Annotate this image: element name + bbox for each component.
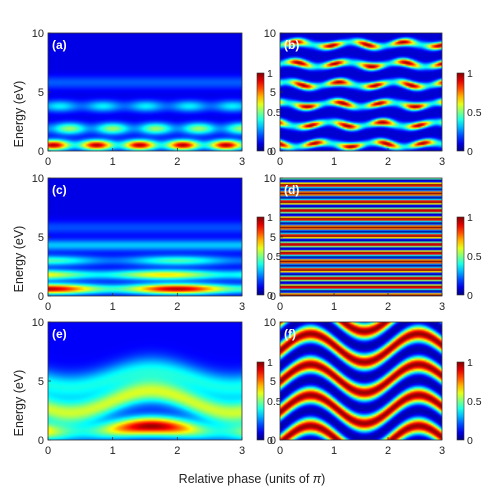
- x-tick-label: 0: [277, 445, 283, 457]
- x-tick-label: 0: [45, 156, 51, 168]
- x-tick-label: 3: [439, 445, 445, 457]
- x-tick-label: 2: [385, 156, 391, 168]
- heatmap-image: [48, 178, 242, 296]
- x-tick-label: 0: [277, 156, 283, 168]
- y-tick-label: 5: [38, 376, 44, 388]
- heatmap-panel: 0 1 2 3 0 5 10 (f) 0 0.5 1: [264, 317, 482, 457]
- y-tick-label: 10: [32, 317, 44, 329]
- y-tick-label: 0: [38, 291, 44, 303]
- colorbar-tick-label: 0: [467, 435, 473, 447]
- y-axis-label: Energy (eV): [12, 81, 26, 148]
- y-tick-label: 0: [270, 291, 276, 303]
- panel-label: (e): [52, 327, 67, 341]
- colorbar-tick-label: 0.5: [267, 396, 282, 408]
- y-tick-label: 10: [32, 28, 44, 40]
- colorbar-tick-label: 1: [467, 68, 473, 80]
- x-tick-label: 2: [385, 301, 391, 313]
- x-tick-label: 1: [331, 445, 337, 457]
- x-tick-label: 2: [174, 301, 180, 313]
- colorbar-tick-label: 0: [467, 290, 473, 302]
- y-tick-label: 0: [38, 435, 44, 447]
- colorbar-tick-label: 0: [267, 435, 273, 447]
- heatmap-panel: 0 1 2 3 0 5 10 (c) 0 0.5 1: [32, 173, 282, 313]
- colorbar: [256, 72, 265, 152]
- colorbar-tick-label: 0: [267, 290, 273, 302]
- colorbar-tick-label: 0.5: [467, 396, 482, 408]
- y-tick-label: 0: [38, 146, 44, 158]
- colorbar-tick-label: 0.5: [267, 251, 282, 263]
- x-tick-label: 1: [110, 445, 116, 457]
- x-tick-label: 2: [174, 445, 180, 457]
- y-tick-label: 10: [264, 28, 276, 40]
- x-axis-label: Relative phase (units of π): [179, 472, 326, 486]
- x-tick-label: 3: [239, 156, 245, 168]
- y-axis-label: Energy (eV): [12, 226, 26, 293]
- colorbar-tick-label: 0: [467, 146, 473, 158]
- x-tick-label: 1: [331, 156, 337, 168]
- x-tick-label: 0: [277, 301, 283, 313]
- y-tick-label: 5: [270, 232, 276, 244]
- y-tick-label: 5: [38, 232, 44, 244]
- x-tick-label: 3: [239, 445, 245, 457]
- heatmap-image: [48, 33, 242, 151]
- y-tick-label: 5: [270, 376, 276, 388]
- colorbar: [256, 216, 265, 296]
- panel-label: (f): [284, 327, 296, 341]
- y-tick-label: 5: [270, 87, 276, 99]
- x-tick-label: 3: [439, 301, 445, 313]
- x-tick-label: 0: [45, 301, 51, 313]
- x-tick-label: 2: [385, 445, 391, 457]
- colorbar-tick-label: 1: [267, 212, 273, 224]
- x-tick-label: 0: [45, 445, 51, 457]
- panel-label: (b): [284, 38, 299, 52]
- colorbar: [456, 361, 465, 441]
- heatmap-image: [280, 178, 442, 296]
- colorbar-tick-label: 0.5: [467, 251, 482, 263]
- colorbar: [456, 72, 465, 152]
- heatmap-image: [48, 322, 242, 440]
- panel-label: (a): [52, 38, 67, 52]
- y-tick-label: 10: [32, 173, 44, 185]
- colorbar-tick-label: 1: [267, 357, 273, 369]
- heatmap-panel: 0 1 2 3 0 5 10 (b) 0 0.5 1: [264, 28, 482, 168]
- y-tick-label: 5: [38, 87, 44, 99]
- heatmap-panel: 0 1 2 3 0 5 10 (a) 0 0.5 1: [32, 28, 282, 168]
- y-tick-label: 0: [270, 146, 276, 158]
- y-tick-label: 10: [264, 173, 276, 185]
- heatmap-image: [280, 33, 442, 151]
- x-tick-label: 2: [174, 156, 180, 168]
- colorbar-tick-label: 0.5: [267, 107, 282, 119]
- x-tick-label: 3: [239, 301, 245, 313]
- colorbar-tick-label: 0: [267, 146, 273, 158]
- colorbar: [456, 216, 465, 296]
- panel-label: (c): [52, 183, 67, 197]
- colorbar-tick-label: 0.5: [467, 107, 482, 119]
- colorbar-tick-label: 1: [467, 357, 473, 369]
- panel-label: (d): [284, 183, 299, 197]
- heatmap-panel: 0 1 2 3 0 5 10 (d) 0 0.5 1: [264, 173, 482, 313]
- x-tick-label: 3: [439, 156, 445, 168]
- colorbar: [256, 361, 265, 441]
- y-axis-label: Energy (eV): [12, 370, 26, 437]
- heatmap-panel: 0 1 2 3 0 5 10 (e) 0 0.5 1: [32, 317, 282, 457]
- x-tick-label: 1: [110, 156, 116, 168]
- heatmap-image: [280, 322, 442, 440]
- y-tick-label: 0: [270, 435, 276, 447]
- x-tick-label: 1: [331, 301, 337, 313]
- colorbar-tick-label: 1: [267, 68, 273, 80]
- y-tick-label: 10: [264, 317, 276, 329]
- colorbar-tick-label: 1: [467, 212, 473, 224]
- x-tick-label: 1: [110, 301, 116, 313]
